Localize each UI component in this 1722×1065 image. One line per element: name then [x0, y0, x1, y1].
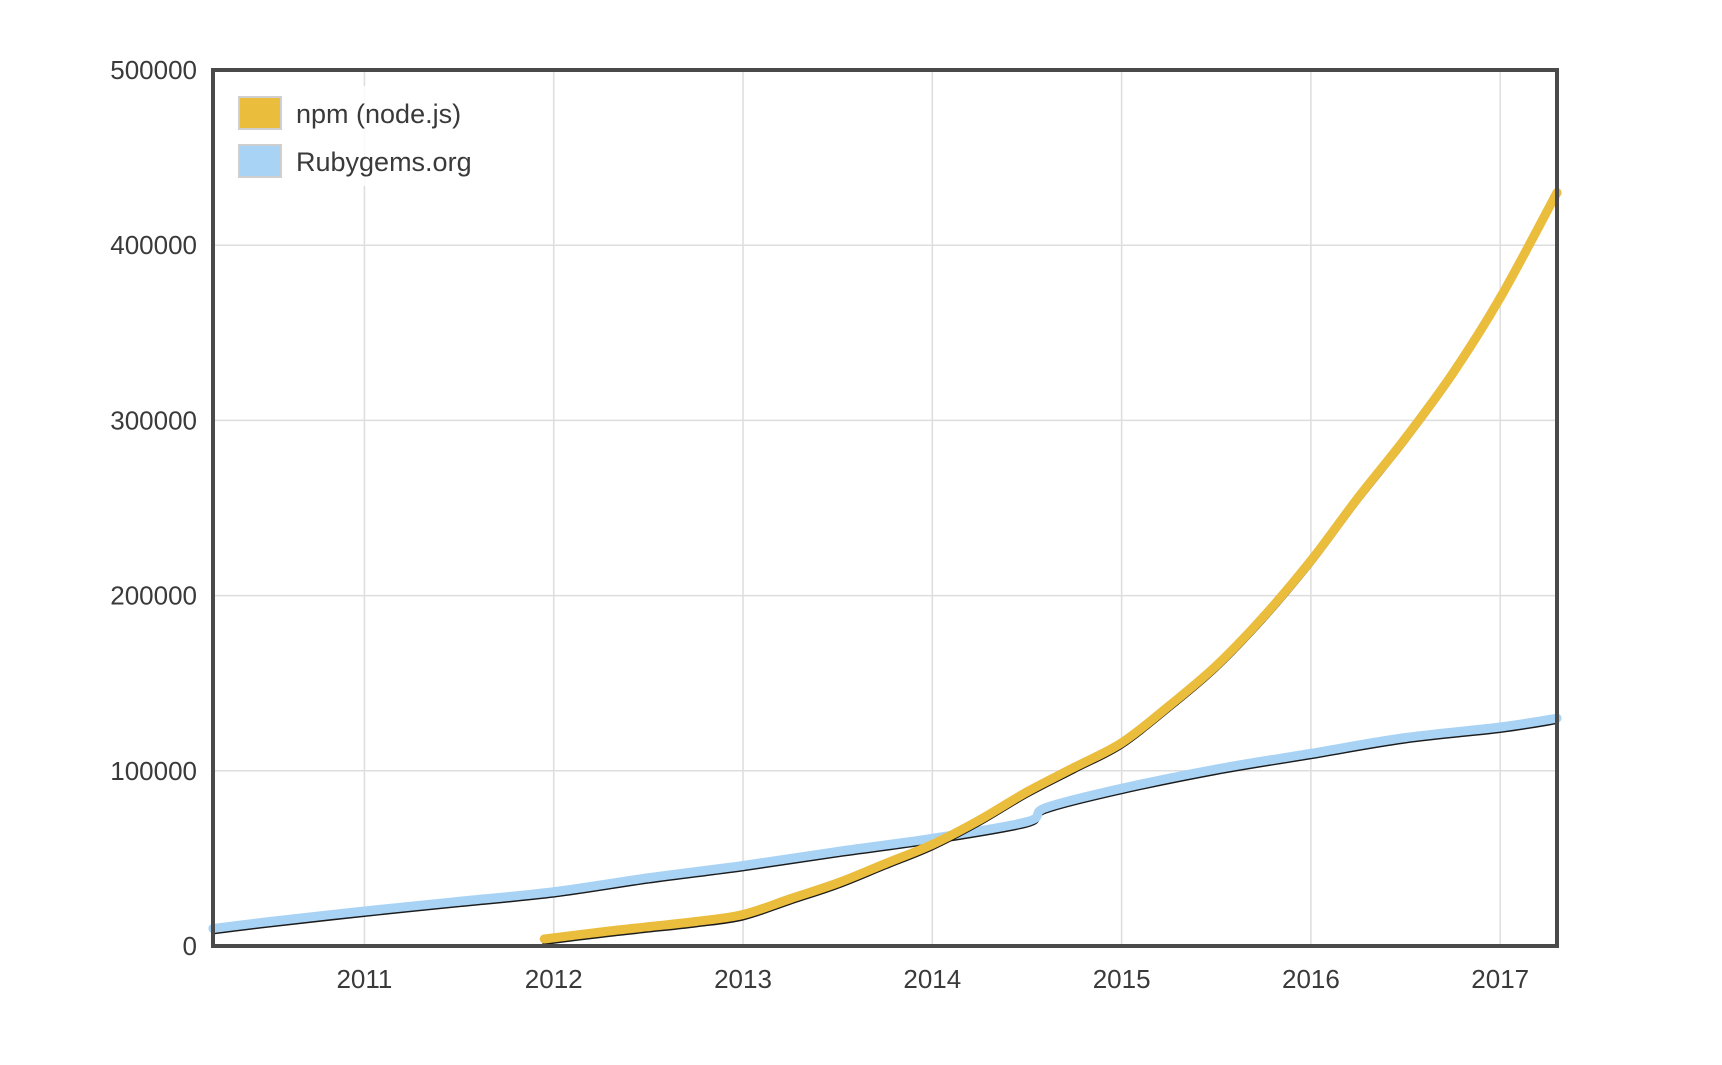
data-point-rubygems — [1212, 765, 1221, 774]
series-line-rubygems — [213, 718, 1557, 928]
data-point-npm — [540, 935, 549, 944]
data-point-npm — [1259, 612, 1268, 621]
data-point-npm — [833, 878, 842, 887]
y-tick-label: 300000 — [110, 405, 197, 435]
data-point-npm — [786, 894, 795, 903]
data-point-rubygems — [1306, 749, 1315, 758]
legend-swatch-npm — [239, 97, 281, 129]
x-tick-label: 2013 — [714, 964, 772, 994]
y-tick-label: 500000 — [110, 55, 197, 85]
data-point-rubygems — [1117, 784, 1126, 793]
data-point-npm — [975, 815, 984, 824]
data-point-npm — [1164, 702, 1173, 711]
x-tick-label: 2012 — [525, 964, 583, 994]
data-point-npm — [1212, 661, 1221, 670]
data-point-rubygems — [455, 897, 464, 906]
data-point-npm — [928, 840, 937, 849]
x-tick-label: 2017 — [1471, 964, 1529, 994]
data-point-rubygems — [549, 887, 558, 896]
data-point-npm — [1070, 763, 1079, 772]
legend: npm (node.js) Rubygems.org — [228, 86, 514, 186]
series-shadow-rubygems — [213, 722, 1557, 932]
series-line-npm — [544, 193, 1557, 939]
data-point-rubygems — [833, 847, 842, 856]
data-point-rubygems — [739, 861, 748, 870]
y-tick-label: 0 — [183, 931, 197, 961]
data-point-npm — [644, 922, 653, 931]
y-tick-label: 400000 — [110, 230, 197, 260]
data-point-npm — [739, 910, 748, 919]
series-layer — [209, 188, 1562, 943]
y-tick-label: 100000 — [110, 756, 197, 786]
data-point-npm — [1401, 433, 1410, 442]
data-point-npm — [1354, 493, 1363, 502]
data-point-npm — [1023, 787, 1032, 796]
x-tick-label: 2015 — [1093, 964, 1151, 994]
data-point-rubygems — [1023, 817, 1032, 826]
x-tick-label: 2016 — [1282, 964, 1340, 994]
data-point-rubygems — [1401, 733, 1410, 742]
legend-label-npm: npm (node.js) — [296, 99, 461, 129]
series-shadow-npm — [544, 197, 1557, 943]
y-tick-label: 200000 — [110, 581, 197, 611]
data-point-npm — [691, 917, 700, 926]
legend-swatch-rubygems — [239, 145, 281, 177]
data-point-rubygems — [644, 873, 653, 882]
data-point-rubygems — [360, 907, 369, 916]
data-point-rubygems — [1041, 803, 1050, 812]
x-tick-label: 2014 — [903, 964, 961, 994]
data-point-npm — [597, 928, 606, 937]
data-point-npm — [881, 859, 890, 868]
legend-label-rubygems: Rubygems.org — [296, 147, 472, 177]
data-point-npm — [1496, 293, 1505, 302]
data-point-npm — [1117, 738, 1126, 747]
data-point-rubygems — [265, 917, 274, 926]
data-point-rubygems — [1496, 723, 1505, 732]
x-tick-label: 2011 — [336, 964, 392, 994]
data-point-npm — [1306, 556, 1315, 565]
data-point-npm — [1448, 369, 1457, 378]
